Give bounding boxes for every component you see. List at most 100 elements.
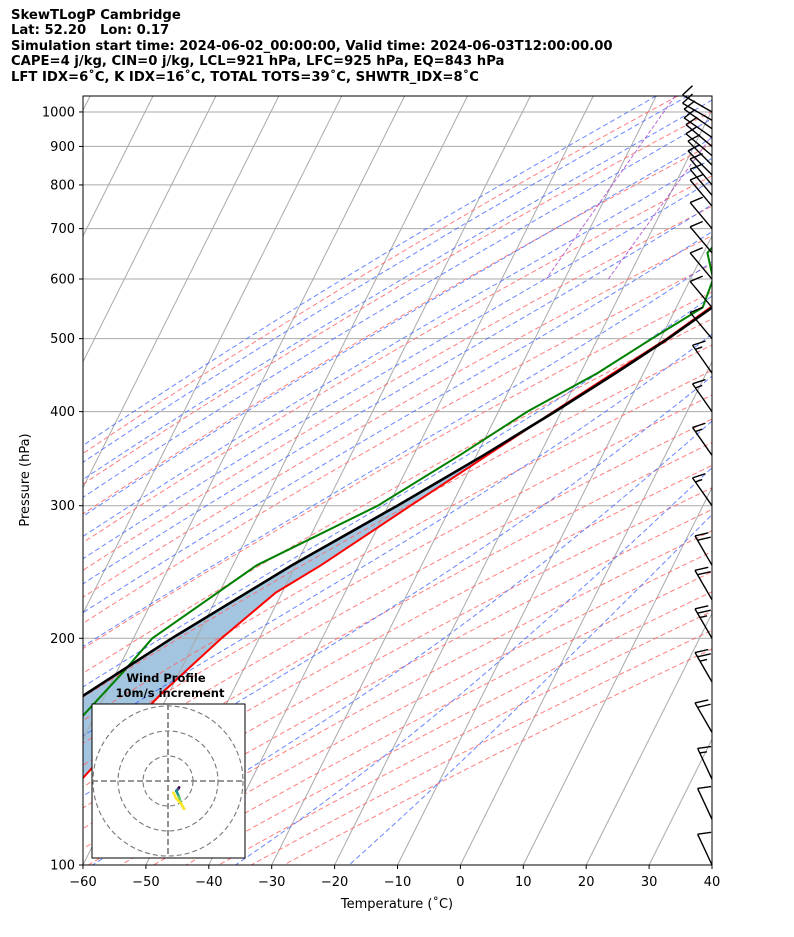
wind-barb <box>694 566 713 601</box>
x-tick-label: −10 <box>384 875 411 890</box>
moist-adiabat <box>83 99 712 481</box>
hodograph-inset: Wind Profile 10m/s increment <box>91 671 246 859</box>
x-tick-label: −40 <box>195 875 222 890</box>
moist-adiabat <box>83 157 712 538</box>
x-axis: −60 −50 −40 −30 −20 −10 0 10 20 30 40 <box>69 865 720 890</box>
moist-adiabat <box>83 230 712 614</box>
x-tick-label: 30 <box>641 875 658 890</box>
wind-barb <box>696 745 713 780</box>
isotherm-line <box>83 96 154 238</box>
title-block: SkewTLogP Cambridge Lat: 52.20 Lon: 0.17… <box>11 8 613 85</box>
x-tick-label: −50 <box>132 875 159 890</box>
moist-adiabat <box>83 203 712 585</box>
isotherm-line <box>711 863 712 865</box>
dry-adiabat <box>83 263 712 624</box>
isotherm-line <box>83 96 91 112</box>
dry-adiabat <box>83 96 678 455</box>
moist-adiabat <box>83 333 712 737</box>
station-title: SkewTLogP Cambridge <box>11 8 181 23</box>
dry-adiabat <box>83 205 712 571</box>
y-axis-label: Pressure (hPa) <box>18 433 33 526</box>
hodograph-content <box>92 704 245 858</box>
dry-adiabat <box>83 441 712 788</box>
x-tick-label: 40 <box>704 875 721 890</box>
x-tick-label: −60 <box>69 875 96 890</box>
moist-adiabat <box>83 118 712 498</box>
dry-adiabat <box>83 394 712 744</box>
isotherm-line <box>208 96 594 865</box>
dewpoint-line <box>83 246 712 718</box>
wind-barb <box>691 422 713 456</box>
wind-barb <box>689 174 713 207</box>
isotherm-line <box>522 486 712 865</box>
x-tick-label: 0 <box>456 875 464 890</box>
stability-indices: LFT IDX=6˚C, K IDX=16˚C, TOTAL TOTS=39˚C… <box>11 69 479 85</box>
wind-barb <box>694 532 713 566</box>
y-tick-label: 600 <box>50 273 75 288</box>
isotherm-line <box>271 96 657 865</box>
wind-barb <box>689 196 713 230</box>
dry-adiabat <box>83 508 712 850</box>
y-tick-label: 200 <box>50 632 75 647</box>
wind-barbs <box>682 85 713 866</box>
dry-adiabat <box>83 487 712 830</box>
y-axis: 100 200 300 400 500 600 700 800 900 1000 <box>42 105 83 874</box>
wind-barb <box>689 220 713 254</box>
y-tick-label: 700 <box>50 222 75 237</box>
x-tick-label: −30 <box>258 875 285 890</box>
wind-barb <box>689 247 713 280</box>
y-tick-label: 800 <box>50 178 75 193</box>
dry-adiabat <box>83 369 712 722</box>
y-tick-label: 300 <box>50 499 75 514</box>
wind-barb <box>689 306 713 340</box>
x-tick-label: 10 <box>515 875 532 890</box>
moist-adiabat <box>83 179 712 560</box>
isotherm-line <box>83 96 217 363</box>
moist-adiabat <box>83 137 712 517</box>
hodograph-subtitle: 10m/s increment <box>116 686 225 700</box>
wind-barb <box>687 143 713 176</box>
wind-barb <box>694 605 713 639</box>
y-tick-label: 1000 <box>42 105 75 120</box>
isotherm-line <box>585 612 712 865</box>
dry-adiabat <box>83 235 712 598</box>
wind-barb <box>689 152 713 186</box>
y-tick-label: 900 <box>50 140 75 155</box>
dry-adiabat <box>83 291 712 650</box>
mixing-ratio-line <box>545 96 676 280</box>
isotherm-line <box>334 109 712 865</box>
dry-adiabat <box>83 110 712 485</box>
wind-barb <box>687 134 713 166</box>
isotherm-line <box>459 360 712 865</box>
moist-adiabat <box>83 261 712 648</box>
station-coords: Lat: 52.20 Lon: 0.17 <box>11 23 170 39</box>
parcel-path-line <box>83 305 712 698</box>
wind-barb <box>694 648 713 683</box>
y-tick-label: 400 <box>50 405 75 420</box>
isotherm-line <box>83 96 406 741</box>
isotherm-line <box>83 96 343 615</box>
wind-barb <box>694 699 713 733</box>
wind-barb <box>691 378 713 413</box>
wind-barb <box>683 109 713 139</box>
x-tick-label: 20 <box>578 875 595 890</box>
isotherm-line <box>83 96 280 489</box>
cape-indices: CAPE=4 j/kg, CIN=0 j/kg, LCL=921 hPa, LF… <box>11 54 505 70</box>
wind-barb <box>689 163 713 196</box>
hodograph-title: Wind Profile <box>126 671 206 685</box>
moist-adiabat <box>83 96 688 463</box>
run-times: Simulation start time: 2024-06-02_00:00:… <box>11 38 613 54</box>
y-tick-label: 500 <box>50 332 75 347</box>
wind-barb <box>689 275 713 308</box>
wind-barb <box>696 785 713 820</box>
moist-adiabat <box>83 96 657 447</box>
wind-barb <box>696 831 713 866</box>
mixing-ratio-line <box>607 134 712 280</box>
y-tick-label: 100 <box>50 859 75 874</box>
wind-barb <box>691 340 713 374</box>
background-lines <box>83 96 712 865</box>
x-axis-label: Temperature (˚C) <box>340 896 453 912</box>
wind-barb <box>683 100 713 130</box>
x-tick-label: −20 <box>321 875 348 890</box>
